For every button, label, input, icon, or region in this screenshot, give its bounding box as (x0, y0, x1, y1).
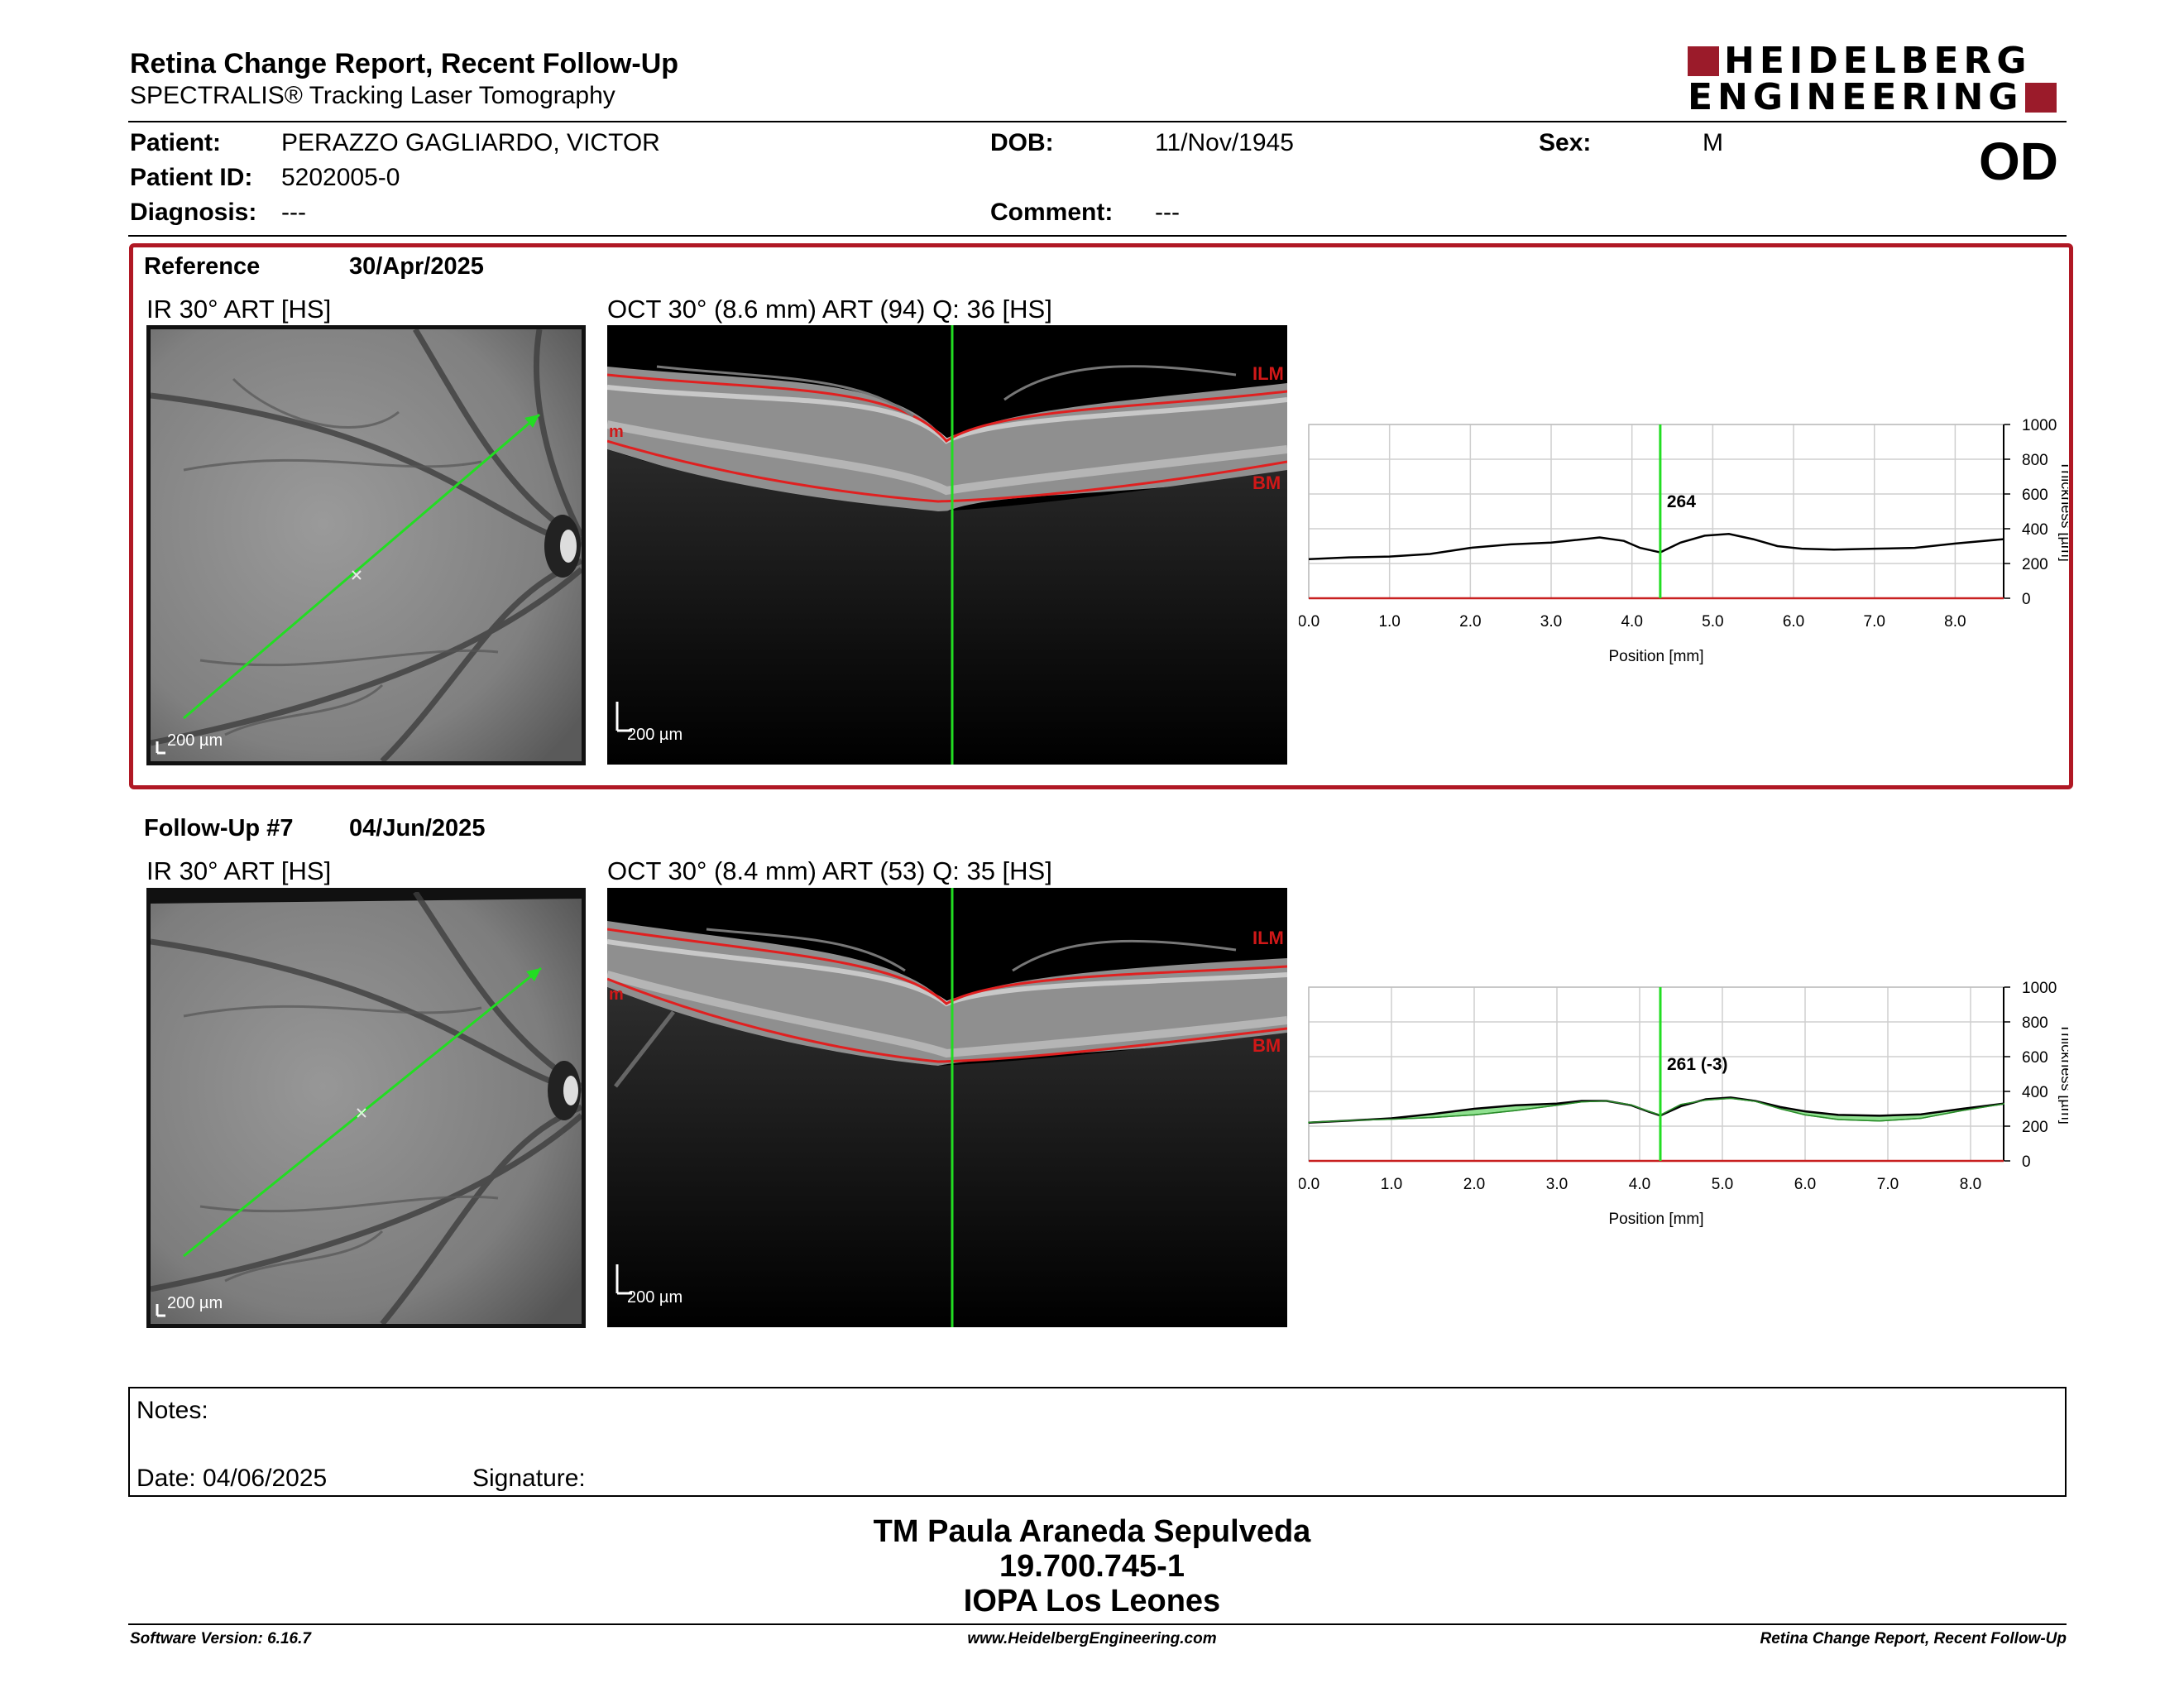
followup-ir-svg (151, 892, 582, 1324)
x-tick-label: 0.0 (1299, 1176, 1320, 1193)
clinic-name: IOPA Los Leones (963, 1584, 1221, 1618)
followup-thickness-chart: 0 200 400 600 800 1000 0.0 1.0 2.0 3.0 4.0 5.0 6.0 7.… (1299, 980, 2068, 1228)
diagnosis-value: --- (281, 199, 306, 226)
followup-label: Follow-Up #7 (144, 815, 294, 842)
followup-ir-scale: 200 µm (167, 1294, 223, 1312)
y-axis-label: Thickness [µm] (2058, 1024, 2068, 1124)
notes-box: Notes: Date: 04/06/2025 Signature: (128, 1387, 2067, 1497)
y-tick-label: 800 (2022, 1014, 2048, 1032)
dob-value: 11/Nov/1945 (1155, 129, 1294, 156)
x-axis-label: Position [mm] (1608, 648, 1703, 665)
reference-oct-svg (607, 325, 1287, 765)
report-title: Retina Change Report, Recent Follow-Up (130, 48, 679, 79)
reference-label: Reference (144, 253, 261, 280)
x-tick-label: 3.0 (1546, 1176, 1568, 1193)
reference-ir-image: 200 µm (146, 325, 586, 765)
reference-date: 30/Apr/2025 (349, 253, 484, 280)
patient-name: PERAZZO GAGLIARDO, VICTOR (281, 129, 660, 156)
followup-oct-label: OCT 30° (8.4 mm) ART (53) Q: 35 [HS] (607, 856, 1052, 885)
reference-oct-scale: 200 µm (627, 726, 683, 744)
y-tick-label: 400 (2022, 521, 2048, 539)
x-tick-label: 8.0 (1944, 613, 1966, 631)
dob-label: DOB: (990, 129, 1054, 156)
followup-m-label: m (609, 985, 624, 1004)
followup-ilm-label: ILM (1252, 928, 1284, 948)
reference-ir-scale: 200 µm (167, 731, 223, 750)
reference-oct-label: OCT 30° (8.6 mm) ART (94) Q: 36 [HS] (607, 295, 1052, 324)
y-tick-label: 600 (2022, 1049, 2048, 1067)
logo-line1: HEIDELBERG (1724, 40, 2032, 82)
diagnosis-label: Diagnosis: (130, 199, 257, 226)
logo-line2: ENGINEERING (1688, 76, 2024, 118)
x-tick-label: 4.0 (1629, 1176, 1650, 1193)
patient-id-label: Patient ID: (130, 164, 253, 191)
logo-square-icon (1688, 46, 1719, 76)
followup-oct-image: ILM BM m 200 µm (607, 888, 1287, 1327)
reference-ir-label: IR 30° ART [HS] (146, 295, 332, 324)
followup-oct-scale: 200 µm (627, 1288, 683, 1307)
eye-indicator: OD (1979, 132, 2058, 191)
patient-id: 5202005-0 (281, 164, 400, 191)
x-tick-label: 6.0 (1783, 613, 1804, 631)
y-tick-label: 200 (2022, 1119, 2048, 1136)
y-tick-label: 0 (2022, 1153, 2031, 1171)
followup-oct-svg (607, 888, 1287, 1327)
x-tick-label: 0.0 (1299, 613, 1320, 631)
sex-label: Sex: (1539, 129, 1592, 156)
x-tick-label: 3.0 (1540, 613, 1562, 631)
x-tick-label: 1.0 (1381, 1176, 1402, 1193)
x-tick-label: 2.0 (1459, 613, 1481, 631)
x-tick-label: 7.0 (1877, 1176, 1899, 1193)
reference-ilm-label: ILM (1252, 363, 1284, 384)
x-axis-label: Position [mm] (1608, 1211, 1703, 1228)
footer-report-name: Retina Change Report, Recent Follow-Up (1760, 1630, 2067, 1647)
x-tick-label: 7.0 (1864, 613, 1885, 631)
notes-date: Date: 04/06/2025 (136, 1465, 328, 1492)
y-tick-label: 1000 (2022, 417, 2057, 434)
y-axis-label: Thickness [µm] (2058, 461, 2068, 561)
patient-label: Patient: (130, 129, 222, 156)
reference-oct-image: ILM BM m 200 µm (607, 325, 1287, 765)
followup-bm-label: BM (1252, 1035, 1281, 1056)
x-tick-label: 2.0 (1463, 1176, 1485, 1193)
cursor-value-label: 261 (-3) (1667, 1055, 1728, 1074)
y-tick-label: 400 (2022, 1084, 2048, 1101)
website-link[interactable]: www.HeidelbergEngineering.com (967, 1630, 1217, 1647)
comment-value: --- (1155, 199, 1180, 226)
reference-bm-label: BM (1252, 472, 1281, 493)
x-tick-label: 5.0 (1712, 1176, 1733, 1193)
plot-frame (1308, 986, 2004, 1162)
heidelberg-logo: HEIDELBERG ENGINEERING (1688, 40, 2068, 118)
reference-m-label: m (609, 423, 624, 441)
y-tick-label: 800 (2022, 452, 2048, 469)
x-tick-label: 8.0 (1960, 1176, 1981, 1193)
technician-id: 19.700.745-1 (999, 1549, 1185, 1584)
reference-thickness-chart: 0 200 400 600 800 1000 0.0 1.0 2.0 3.0 4.0 5.0 6.0 7.… (1299, 417, 2068, 665)
reference-panel (129, 243, 2073, 789)
sex-value: M (1703, 129, 1723, 156)
comment-label: Comment: (990, 199, 1114, 226)
y-tick-label: 200 (2022, 556, 2048, 573)
reference-ir-svg (151, 329, 582, 761)
y-tick-label: 600 (2022, 487, 2048, 504)
report-subtitle: SPECTRALIS® Tracking Laser Tomography (130, 82, 615, 109)
y-tick-label: 0 (2022, 591, 2031, 608)
x-tick-label: 1.0 (1378, 613, 1400, 631)
x-tick-label: 5.0 (1702, 613, 1723, 631)
technician-name: TM Paula Araneda Sepulveda (873, 1514, 1311, 1549)
x-tick-label: 6.0 (1794, 1176, 1816, 1193)
followup-ir-label: IR 30° ART [HS] (146, 856, 332, 885)
x-tick-label: 4.0 (1621, 613, 1642, 631)
signature-label: Signature: (472, 1465, 586, 1492)
followup-ir-image: 200 µm (146, 888, 586, 1328)
notes-label: Notes: (136, 1397, 208, 1424)
logo-square-icon (2024, 83, 2057, 113)
cursor-value-label: 264 (1667, 492, 1696, 511)
plot-frame (1308, 424, 2004, 599)
y-tick-label: 1000 (2022, 980, 2057, 997)
followup-date: 04/Jun/2025 (349, 815, 486, 842)
software-version: Software Version: 6.16.7 (130, 1630, 311, 1647)
thickness-line (1308, 533, 2004, 560)
